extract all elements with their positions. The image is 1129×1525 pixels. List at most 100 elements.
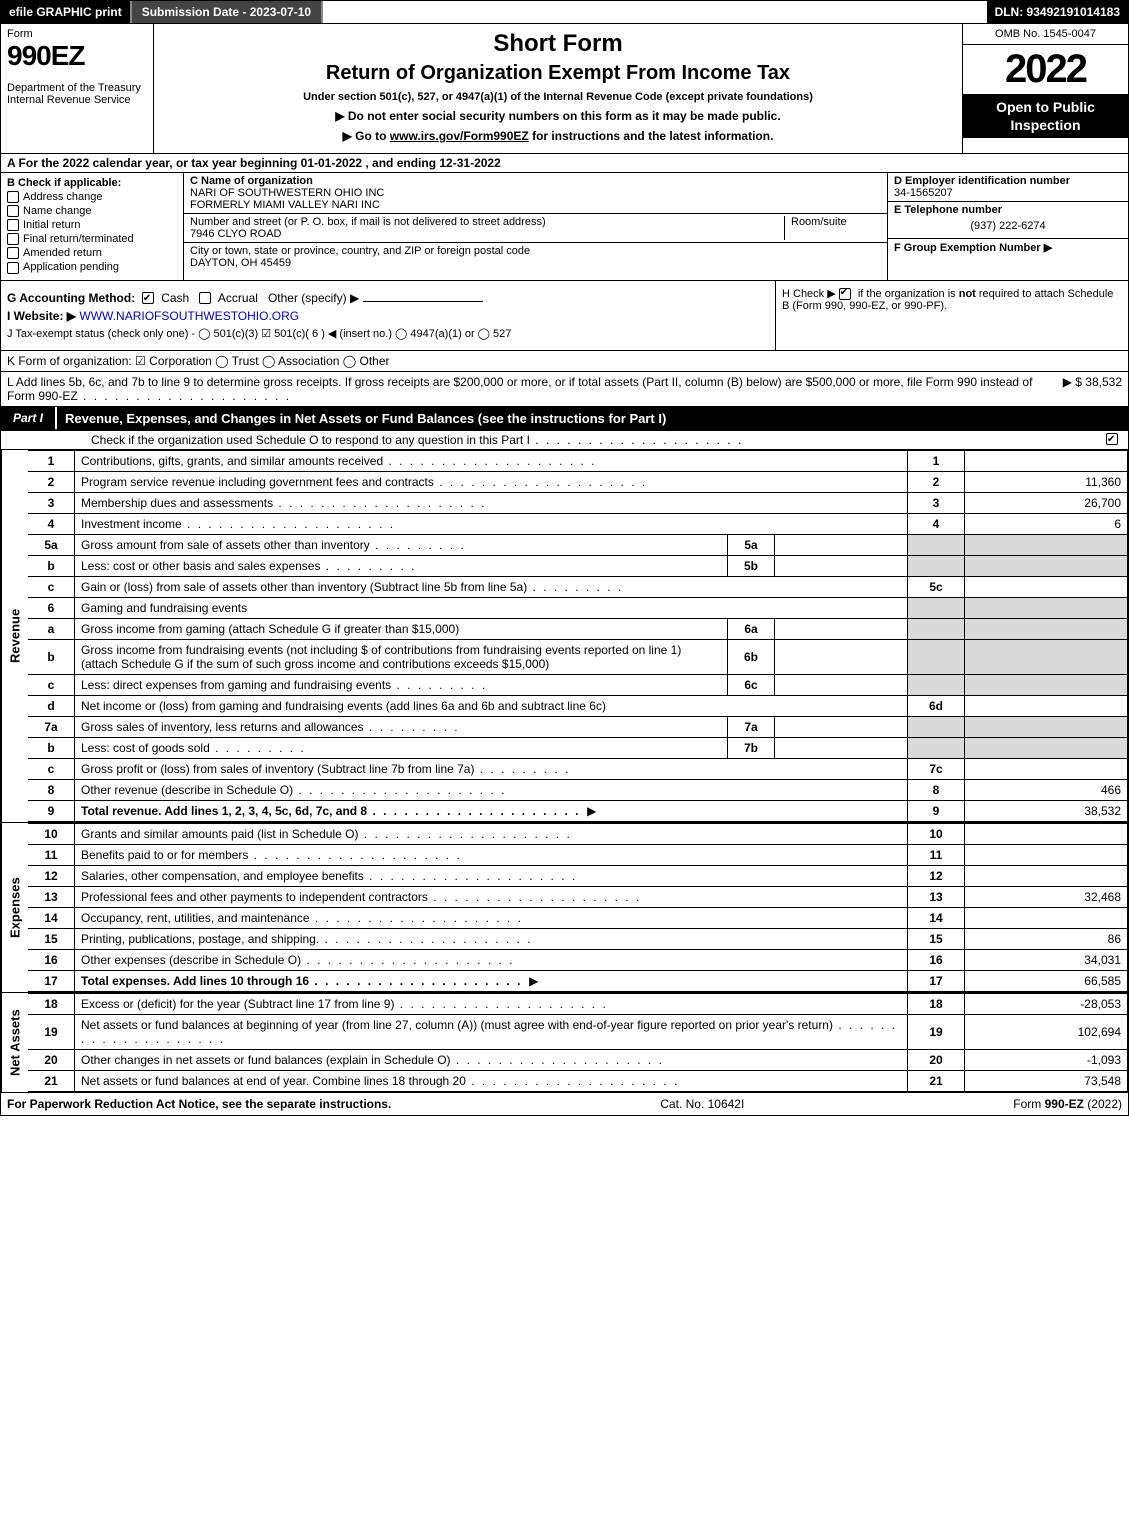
gh-left: G Accounting Method: Cash Accrual Other … (1, 281, 775, 350)
line-20: 20Other changes in net assets or fund ba… (28, 1049, 1128, 1070)
part1-title: Revenue, Expenses, and Changes in Net As… (57, 407, 1128, 430)
line-14: 14Occupancy, rent, utilities, and mainte… (28, 907, 1128, 928)
efile-graphic: efile GRAPHIC print (1, 1, 130, 23)
chk-h[interactable] (839, 288, 851, 300)
netassets-vlabel: Net Assets (1, 993, 28, 1092)
line-3: 3Membership dues and assessments326,700 (28, 492, 1128, 513)
header-right: OMB No. 1545-0047 2022 Open to Public In… (962, 24, 1128, 153)
accrual: Accrual (218, 291, 258, 305)
header-left: Form 990EZ Department of the Treasury In… (1, 24, 154, 153)
h-box: H Check ▶ if the organization is not req… (775, 281, 1128, 350)
expenses-section: Expenses 10Grants and similar amounts pa… (0, 823, 1129, 993)
line-15: 15Printing, publications, postage, and s… (28, 928, 1128, 949)
chk-schedule-o[interactable] (1106, 433, 1118, 445)
street: 7946 CLYO ROAD (190, 228, 282, 240)
row-l: L Add lines 5b, 6c, and 7b to line 9 to … (0, 372, 1129, 407)
section-c: C Name of organization NARI OF SOUTHWEST… (184, 173, 887, 280)
c-city-row: City or town, state or province, country… (184, 243, 887, 271)
c-name-lbl: C Name of organization (190, 175, 313, 187)
line-6c: cLess: direct expenses from gaming and f… (28, 674, 1128, 695)
cash: Cash (161, 291, 189, 305)
d-ein: D Employer identification number 34-1565… (888, 173, 1128, 202)
part1-subline: Check if the organization used Schedule … (0, 431, 1129, 450)
revenue-lines: 1Contributions, gifts, grants, and simil… (28, 450, 1128, 822)
part1-sub-text: Check if the organization used Schedule … (91, 433, 743, 447)
chk-amended-return[interactable]: Amended return (7, 247, 177, 259)
chk-initial-return[interactable]: Initial return (7, 219, 177, 231)
block-bcd: B Check if applicable: Address change Na… (0, 173, 1129, 281)
section-b: B Check if applicable: Address change Na… (1, 173, 184, 280)
netassets-section: Net Assets 18Excess or (deficit) for the… (0, 993, 1129, 1093)
chk-final-return[interactable]: Final return/terminated (7, 233, 177, 245)
page-footer: For Paperwork Reduction Act Notice, see … (0, 1093, 1129, 1116)
line-8: 8Other revenue (describe in Schedule O)8… (28, 779, 1128, 800)
form-number: 990EZ (7, 40, 147, 72)
chk-address-change[interactable]: Address change (7, 191, 177, 203)
l-text: L Add lines 5b, 6c, and 7b to line 9 to … (7, 375, 1053, 403)
part1-header: Part I Revenue, Expenses, and Changes in… (0, 407, 1129, 431)
line-2: 2Program service revenue including gover… (28, 471, 1128, 492)
section-def: D Employer identification number 34-1565… (887, 173, 1128, 280)
h-text1: H Check ▶ (782, 288, 836, 300)
footer-left: For Paperwork Reduction Act Notice, see … (7, 1097, 391, 1111)
omb-number: OMB No. 1545-0047 (963, 24, 1128, 45)
other-specify-line[interactable] (363, 301, 483, 302)
chk-name-change[interactable]: Name change (7, 205, 177, 217)
line-7b: bLess: cost of goods sold7b (28, 737, 1128, 758)
ssn-warning: ▶ Do not enter social security numbers o… (162, 109, 954, 123)
line-4: 4Investment income46 (28, 513, 1128, 534)
tax-year: 2022 (963, 45, 1128, 94)
topbar-spacer (323, 1, 986, 23)
c-street-row: Number and street (or P. O. box, if mail… (184, 214, 887, 243)
print-label[interactable]: print (95, 5, 122, 19)
h-not: not (959, 288, 976, 300)
line-16: 16Other expenses (describe in Schedule O… (28, 949, 1128, 970)
line-6a: aGross income from gaming (attach Schedu… (28, 618, 1128, 639)
expenses-vlabel: Expenses (1, 823, 28, 992)
tel: (937) 222-6274 (894, 216, 1122, 236)
other: Other (specify) ▶ (268, 291, 359, 305)
goto-pre: ▶ Go to (343, 129, 390, 143)
tel-lbl: E Telephone number (894, 204, 1002, 216)
i-line: I Website: ▶ WWW.NARIOFSOUTHWESTOHIO.ORG (7, 309, 769, 323)
public-inspection: Open to Public Inspection (963, 94, 1128, 138)
j-line: J Tax-exempt status (check only one) - ◯… (7, 327, 769, 340)
row-k: K Form of organization: ☑ Corporation ◯ … (0, 351, 1129, 372)
city: DAYTON, OH 45459 (190, 257, 291, 269)
line-5c: cGain or (loss) from sale of assets othe… (28, 576, 1128, 597)
revenue-vlabel: Revenue (1, 450, 28, 822)
g-lbl: G Accounting Method: (7, 291, 135, 305)
form-header: Form 990EZ Department of the Treasury In… (0, 24, 1129, 154)
line-6: 6Gaming and fundraising events (28, 597, 1128, 618)
block-ghij: G Accounting Method: Cash Accrual Other … (0, 281, 1129, 351)
chk-cash[interactable] (142, 292, 154, 304)
goto-link[interactable]: www.irs.gov/Form990EZ (390, 129, 529, 143)
l-amt: ▶ $ 38,532 (1063, 375, 1122, 403)
e-tel: E Telephone number (937) 222-6274 (888, 202, 1128, 239)
goto-post: for instructions and the latest informat… (529, 129, 774, 143)
chk-accrual[interactable] (199, 292, 211, 304)
department: Department of the Treasury Internal Reve… (7, 82, 147, 106)
ein-lbl: D Employer identification number (894, 175, 1070, 187)
part1-label: Part I (1, 407, 57, 429)
efile-label: efile GRAPHIC (9, 5, 92, 19)
expenses-lines: 10Grants and similar amounts paid (list … (28, 823, 1128, 992)
ein: 34-1565207 (894, 187, 953, 199)
website-url[interactable]: WWW.NARIOFSOUTHWESTOHIO.ORG (79, 309, 299, 323)
dln: DLN: 93492191014183 (987, 1, 1128, 23)
header-mid: Short Form Return of Organization Exempt… (154, 24, 962, 153)
footer-right: Form 990-EZ (2022) (1013, 1097, 1122, 1111)
i-lbl: I Website: ▶ (7, 309, 76, 323)
line-17: 17Total expenses. Add lines 10 through 1… (28, 970, 1128, 991)
line-9: 9Total revenue. Add lines 1, 2, 3, 4, 5c… (28, 800, 1128, 821)
revenue-section: Revenue 1Contributions, gifts, grants, a… (0, 450, 1129, 823)
line-12: 12Salaries, other compensation, and empl… (28, 865, 1128, 886)
submission-date: Submission Date - 2023-07-10 (130, 1, 323, 23)
line-10: 10Grants and similar amounts paid (list … (28, 823, 1128, 844)
line-5b: bLess: cost or other basis and sales exp… (28, 555, 1128, 576)
chk-application-pending[interactable]: Application pending (7, 261, 177, 273)
h-text2: if the organization is (858, 288, 959, 300)
line-18: 18Excess or (deficit) for the year (Subt… (28, 993, 1128, 1014)
line-7c: cGross profit or (loss) from sales of in… (28, 758, 1128, 779)
f-group: F Group Exemption Number ▶ (888, 239, 1128, 280)
